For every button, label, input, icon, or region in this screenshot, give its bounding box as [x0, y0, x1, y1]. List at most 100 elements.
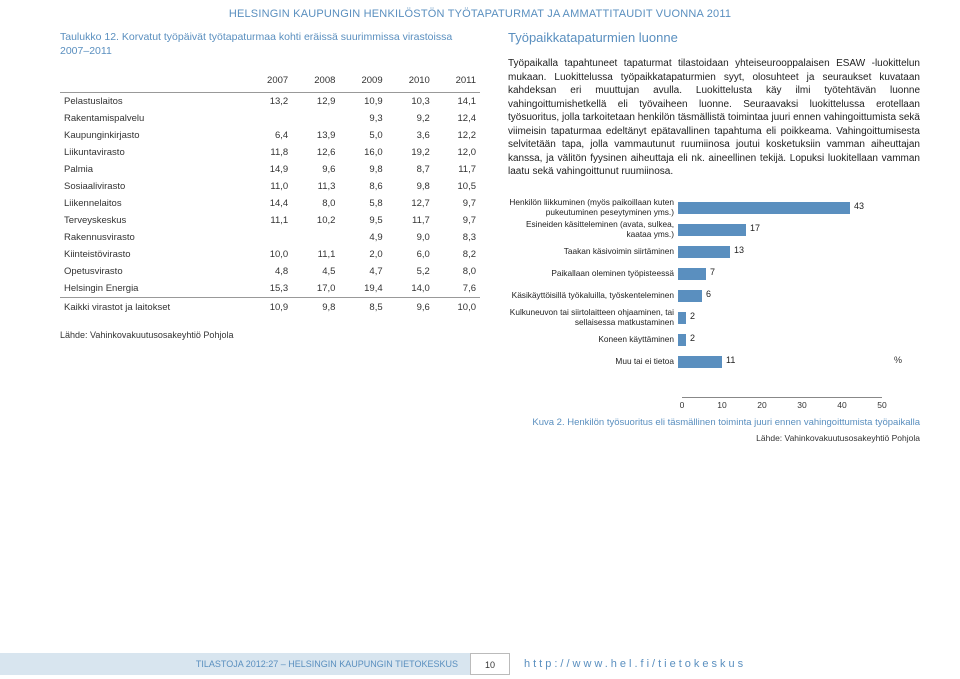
table-cell: Terveyskeskus [60, 212, 245, 229]
table-cell: 12,6 [292, 144, 339, 161]
table-row: Kaupunginkirjasto6,413,95,03,612,2 [60, 127, 480, 144]
table-row: Terveyskeskus11,110,29,511,79,7 [60, 212, 480, 229]
table-cell: 8,6 [339, 178, 386, 195]
table-cell: 3,6 [387, 127, 434, 144]
table-cell: 17,0 [292, 280, 339, 298]
table-cell: 5,8 [339, 195, 386, 212]
table-cell: Palmia [60, 161, 245, 178]
bar-fill [678, 224, 746, 236]
left-column: Taulukko 12. Korvatut työpäivät työtapat… [60, 30, 480, 443]
bar-fill [678, 290, 702, 302]
table-cell: 10,5 [434, 178, 480, 195]
table-cell: 14,1 [434, 93, 480, 111]
axis-tick: 0 [680, 400, 685, 410]
table-cell: 8,3 [434, 229, 480, 246]
table-cell: 14,4 [245, 195, 292, 212]
table-cell [245, 229, 292, 246]
table-cell: Liikennelaitos [60, 195, 245, 212]
table-row: Helsingin Energia15,317,019,414,07,6 [60, 280, 480, 298]
chart-caption: Kuva 2. Henkilön työsuoritus eli täsmäll… [508, 417, 920, 429]
table-cell: 13,2 [245, 93, 292, 111]
table-cell: Liikuntavirasto [60, 144, 245, 161]
table-cell: Pelastuslaitos [60, 93, 245, 111]
table-cell: 2,0 [339, 246, 386, 263]
bar-fill [678, 312, 686, 324]
axis-tick: 10 [717, 400, 726, 410]
table-cell [292, 229, 339, 246]
bar-row: Taakan käsivoimin siirtäminen13 [508, 241, 888, 263]
table-cell: 12,7 [387, 195, 434, 212]
axis-tick: 20 [757, 400, 766, 410]
table-cell: 12,0 [434, 144, 480, 161]
table-cell: 15,3 [245, 280, 292, 298]
bar-row: Paikallaan oleminen työpisteessä7 [508, 263, 888, 285]
table-cell: 10,9 [245, 298, 292, 317]
bar-label: Henkilön liikkuminen (myös paikoillaan k… [508, 198, 678, 216]
table-cell: 9,8 [387, 178, 434, 195]
table-cell: 10,0 [434, 298, 480, 317]
table-cell: 9,8 [339, 161, 386, 178]
table-cell: 8,2 [434, 246, 480, 263]
table-cell: 11,8 [245, 144, 292, 161]
bar-value: 17 [750, 223, 760, 233]
table-row: Pelastuslaitos13,212,910,910,314,1 [60, 93, 480, 111]
table-cell: 11,7 [434, 161, 480, 178]
table-cell: 8,5 [339, 298, 386, 317]
body-text: Työpaikalla tapahtuneet tapaturmat tilas… [508, 57, 920, 179]
bar-label: Muu tai ei tietoa [508, 357, 678, 366]
bar-row: Muu tai ei tietoa11 [508, 351, 888, 373]
table-cell: 11,7 [387, 212, 434, 229]
bar-chart: Henkilön liikkuminen (myös paikoillaan k… [508, 197, 888, 397]
table-cell: 4,7 [339, 263, 386, 280]
bar-row: Koneen käyttäminen2 [508, 329, 888, 351]
content: Taulukko 12. Korvatut työpäivät työtapat… [0, 30, 960, 443]
table-cell: 5,0 [339, 127, 386, 144]
axis-tick: 30 [797, 400, 806, 410]
table-header-cell [60, 72, 245, 93]
table-cell: 19,2 [387, 144, 434, 161]
bar-label: Paikallaan oleminen työpisteessä [508, 269, 678, 278]
table-header-cell: 2011 [434, 72, 480, 93]
table-cell: 19,4 [339, 280, 386, 298]
axis-tick: 50 [877, 400, 886, 410]
table-cell: 6,4 [245, 127, 292, 144]
table-cell: Kiinteistövirasto [60, 246, 245, 263]
bar-track: 7 [678, 268, 888, 280]
bar-fill [678, 246, 730, 258]
table-cell: 10,9 [339, 93, 386, 111]
table-row: Liikuntavirasto11,812,616,019,212,0 [60, 144, 480, 161]
table-cell: 10,2 [292, 212, 339, 229]
right-column: Työpaikkatapaturmien luonne Työpaikalla … [508, 30, 920, 443]
bar-fill [678, 356, 722, 368]
table-cell: 9,2 [387, 110, 434, 127]
footer-page-number: 10 [470, 653, 510, 675]
footer-url: http://www.hel.fi/tietokeskus [510, 653, 960, 675]
table-cell: 5,2 [387, 263, 434, 280]
bar-value: 2 [690, 311, 695, 321]
bar-label: Koneen käyttäminen [508, 335, 678, 344]
data-table: 20072008200920102011 Pelastuslaitos13,21… [60, 72, 480, 316]
table-cell: 8,7 [387, 161, 434, 178]
table-cell: 4,5 [292, 263, 339, 280]
table-cell: 9,5 [339, 212, 386, 229]
bar-track: 11 [678, 356, 888, 368]
axis-tick: 40 [837, 400, 846, 410]
table-header-cell: 2007 [245, 72, 292, 93]
table-cell: Helsingin Energia [60, 280, 245, 298]
bar-row: Käsikäyttöisillä työkaluilla, työskentel… [508, 285, 888, 307]
bar-row: Esineiden käsitteleminen (avata, sulkea,… [508, 219, 888, 241]
bar-label: Esineiden käsitteleminen (avata, sulkea,… [508, 220, 678, 238]
table-cell: 14,0 [387, 280, 434, 298]
table-cell: 9,8 [292, 298, 339, 317]
bar-label: Kulkuneuvon tai siirtolaitteen ohjaamine… [508, 308, 678, 326]
table-cell: 7,6 [434, 280, 480, 298]
table-row: Palmia14,99,69,88,711,7 [60, 161, 480, 178]
bar-track: 43 [678, 202, 888, 214]
table-cell: 8,0 [292, 195, 339, 212]
table-cell: Rakentamispalvelu [60, 110, 245, 127]
bar-row: Henkilön liikkuminen (myös paikoillaan k… [508, 197, 888, 219]
table-cell: 4,9 [339, 229, 386, 246]
table-source: Lähde: Vahinkovakuutusosakeyhtiö Pohjola [60, 330, 480, 340]
table-header-cell: 2008 [292, 72, 339, 93]
table-cell: 16,0 [339, 144, 386, 161]
